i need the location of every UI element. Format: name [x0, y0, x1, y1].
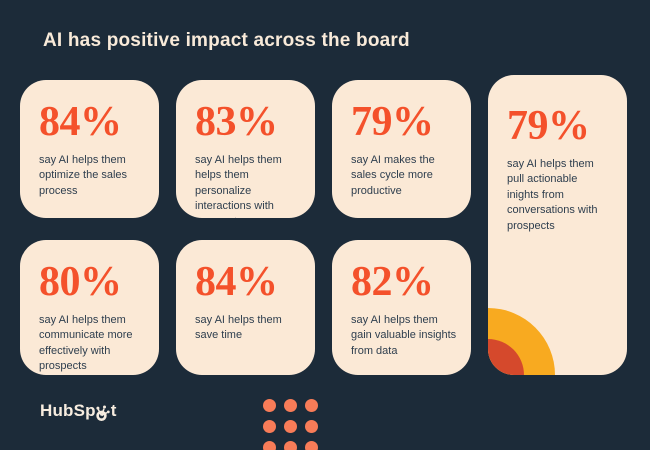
stat-percent: 79% [351, 99, 434, 145]
stat-percent: 84% [39, 99, 122, 145]
dot [284, 441, 297, 450]
page-title: AI has positive impact across the board [43, 30, 410, 51]
logo-text-suffix: t [110, 401, 117, 420]
dot [263, 441, 276, 450]
stat-percent: 83% [195, 99, 278, 145]
hubspot-logo: HubSp t [40, 401, 117, 421]
stat-card-sales-cycle: 79% say AI makes the sales cycle more pr… [332, 80, 471, 218]
dot [284, 420, 297, 433]
dot [263, 399, 276, 412]
stat-description: say AI makes the sales cycle more produc… [351, 154, 435, 197]
stat-card-save-time: 84% say AI helps them save time [176, 240, 315, 375]
stat-percent: 84% [195, 259, 278, 305]
stat-description: say AI helps them optimize the sales pro… [39, 154, 128, 197]
stat-card-valuable-insights: 82% say AI helps them gain valuable insi… [332, 240, 471, 375]
stat-card-optimize-sales: 84% say AI helps them optimize the sales… [20, 80, 159, 218]
dot [305, 420, 318, 433]
stat-description: say AI helps them communicate more effec… [39, 314, 133, 373]
stat-card-actionable-insights: 79% say AI helps them pull actionable in… [488, 75, 627, 375]
stat-description: say AI helps them save time [195, 314, 282, 342]
dots-pattern [263, 399, 318, 450]
stat-description: say AI helps them gain valuable insights… [351, 314, 457, 357]
stats-grid: 84% say AI helps them optimize the sales… [20, 75, 627, 375]
dot [305, 399, 318, 412]
logo-text-prefix: HubSp [40, 401, 96, 420]
stat-description: say AI helps them pull actionable inight… [507, 158, 598, 232]
stat-percent: 79% [507, 103, 590, 149]
dot [305, 441, 318, 450]
dot [284, 399, 297, 412]
dot [263, 420, 276, 433]
hubspot-sprocket-icon [96, 405, 110, 421]
stat-percent: 82% [351, 259, 434, 305]
stat-percent: 80% [39, 259, 122, 305]
stat-card-communicate-effectively: 80% say AI helps them communicate more e… [20, 240, 159, 375]
stat-description: say AI helps them helps them personalize… [195, 154, 282, 218]
stat-card-personalize-interactions: 83% say AI helps them helps them persona… [176, 80, 315, 218]
